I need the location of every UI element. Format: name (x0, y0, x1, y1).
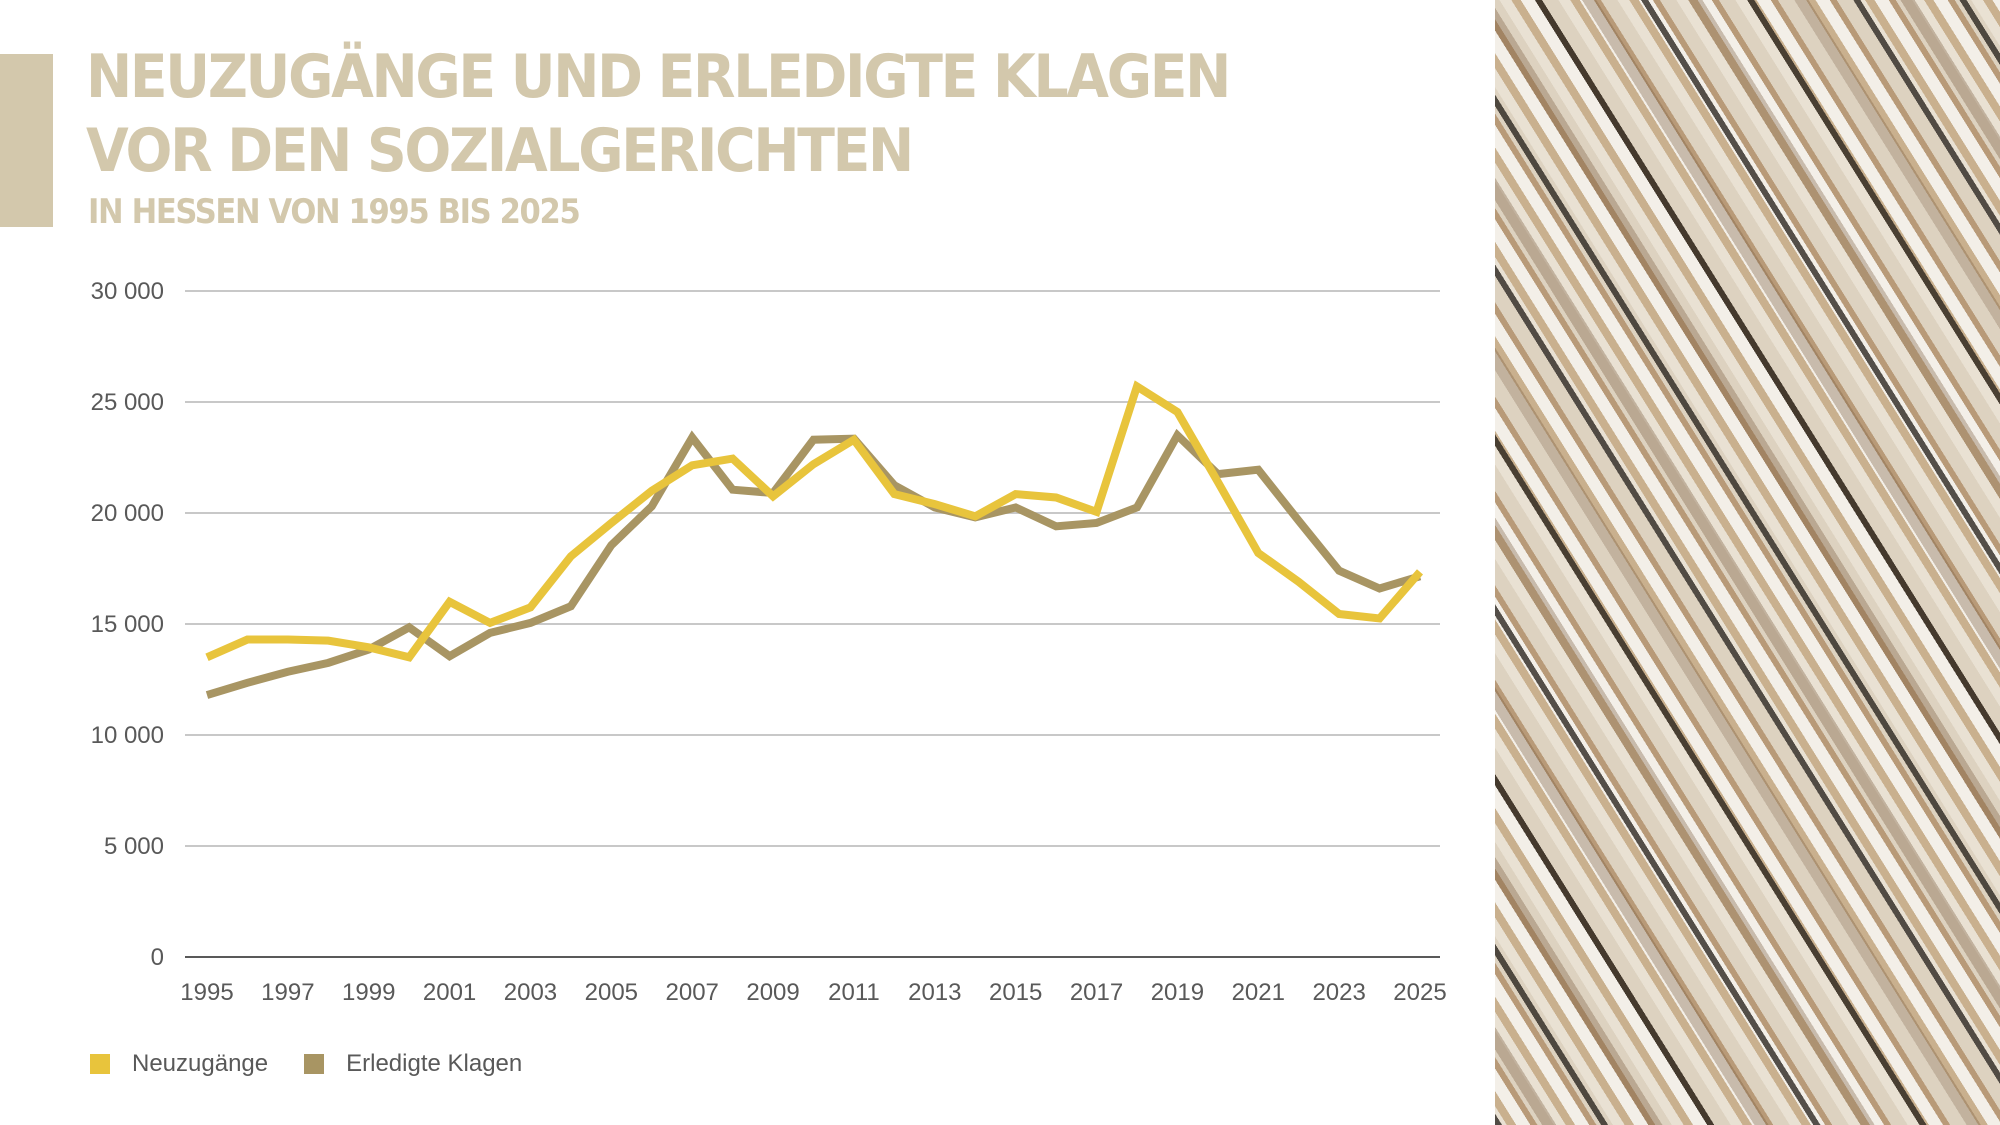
x-tick-label: 1995 (180, 979, 233, 1006)
x-tick-label: 2025 (1393, 979, 1446, 1006)
title-line-2: VOR DEN SOZIALGERICHTEN (86, 116, 914, 186)
x-tick-label: 1999 (342, 979, 395, 1006)
x-tick-label: 2017 (1070, 979, 1123, 1006)
file-folders-photo (1495, 0, 2000, 1125)
legend-swatch-erledigte (304, 1054, 325, 1074)
series-line-neuzugaenge (205, 380, 1424, 662)
legend: Neuzugänge Erledigte Klagen (90, 1050, 522, 1078)
line-chart: 0 5 000 10 000 15 000 20 000 25 000 30 000 1995… (91, 278, 1447, 1006)
x-tick-label: 2007 (666, 979, 719, 1006)
x-tick-label: 2023 (1312, 979, 1365, 1006)
y-tick-label: 25 000 (91, 389, 164, 416)
x-tick-label: 2009 (746, 979, 799, 1006)
legend-label-erledigte: Erledigte Klagen (346, 1050, 523, 1077)
y-tick-label: 0 (151, 944, 164, 971)
x-tick-label: 2003 (504, 979, 557, 1006)
x-tick-label: 2001 (423, 979, 476, 1006)
chart-subtitle: IN HESSEN VON 1995 BIS 2025 (88, 192, 581, 232)
x-tick-label: 1997 (261, 979, 314, 1006)
y-tick-label: 30 000 (91, 278, 164, 305)
legend-item-neuzugaenge: Neuzugänge (90, 1050, 268, 1078)
y-tick-label: 15 000 (91, 611, 164, 638)
x-tick-label: 2021 (1232, 979, 1285, 1006)
x-tick-label: 2019 (1151, 979, 1204, 1006)
legend-label-neuzugaenge: Neuzugänge (132, 1050, 269, 1077)
y-tick-label: 20 000 (91, 500, 164, 527)
title-line-1: NEUZUGÄNGE UND ERLEDIGTE KLAGEN (86, 42, 1231, 112)
y-tick-label: 10 000 (91, 722, 164, 749)
chart-title: NEUZUGÄNGE UND ERLEDIGTE KLAGEN VOR DEN … (86, 40, 1231, 188)
x-tick-label: 2013 (908, 979, 961, 1006)
title-accent-bar (0, 54, 53, 227)
y-tick-label: 5 000 (104, 833, 164, 860)
x-tick-label: 2005 (585, 979, 638, 1006)
legend-item-erledigte: Erledigte Klagen (304, 1050, 522, 1078)
x-tick-label: 2011 (828, 979, 880, 1006)
x-tick-label: 2015 (989, 979, 1042, 1006)
legend-swatch-neuzugaenge (90, 1054, 110, 1074)
